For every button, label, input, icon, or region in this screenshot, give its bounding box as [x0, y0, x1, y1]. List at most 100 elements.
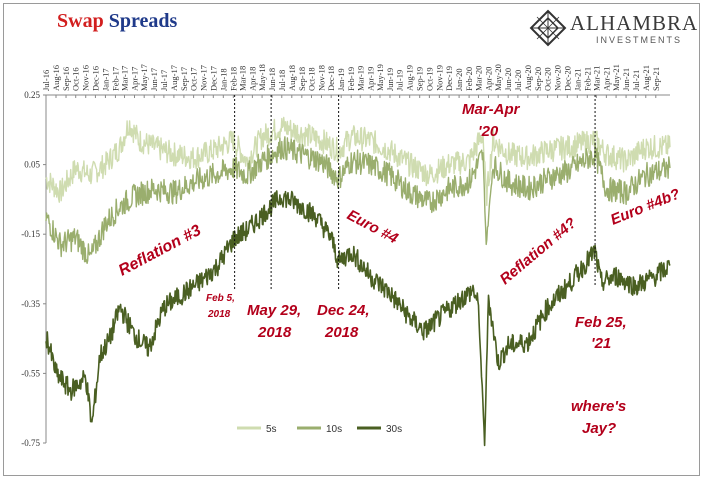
x-tick-label: Jul-20 — [513, 70, 523, 91]
annotation-label: Feb 5, — [206, 293, 235, 304]
x-tick-label: Jan-17 — [100, 68, 110, 91]
x-tick-label: Oct-20 — [543, 67, 553, 91]
x-tick-label: Apr-21 — [601, 67, 611, 91]
chart-frame — [3, 3, 700, 476]
annotation-label: Euro #4 — [344, 207, 401, 248]
annotation-label: where's — [571, 398, 626, 415]
y-tick-label: -0.35 — [21, 299, 40, 309]
y-tick-label: -0.55 — [21, 368, 40, 378]
x-tick-label: Nov-20 — [553, 65, 563, 91]
annotation-label: Reflation #4? — [497, 214, 580, 288]
x-tick-label: Sep-19 — [415, 67, 425, 91]
x-tick-label: May-17 — [139, 64, 149, 91]
title-spreads: Spreads — [108, 10, 178, 32]
x-tick-label: Dec-20 — [562, 66, 572, 91]
x-tick-label: Nov-18 — [317, 65, 327, 91]
x-tick-label: Nov-16 — [81, 65, 91, 91]
x-tick-label: Jun-17 — [149, 68, 159, 91]
x-tick-label: Jul-17 — [159, 70, 169, 91]
annotation-label: Feb 25, — [575, 314, 627, 331]
legend-label-30s: 30s — [386, 424, 402, 435]
annotation-label: Reflation #3 — [116, 222, 204, 280]
x-tick-label: Aug-21 — [641, 65, 651, 91]
alhambra-logo-icon — [529, 9, 567, 47]
x-tick-label: Mar-20 — [473, 66, 483, 91]
x-tick-label: Nov-17 — [199, 65, 209, 91]
x-tick-label: Feb-17 — [110, 67, 120, 91]
x-tick-label: Feb-19 — [346, 67, 356, 91]
x-tick-label: Sep-21 — [651, 67, 661, 91]
x-tick-label: Aug-16 — [51, 65, 61, 91]
x-tick-label: Nov-19 — [434, 65, 444, 91]
x-tick-label: Aug-18 — [287, 65, 297, 91]
x-tick-label: Jan-19 — [336, 68, 346, 91]
x-tick-label: Jan-20 — [454, 68, 464, 91]
x-tick-label: Jan-18 — [218, 68, 228, 91]
y-tick-label: 0.25 — [24, 90, 40, 100]
title-swap: Swap — [57, 10, 104, 32]
x-tick-label: Jul-16 — [41, 70, 51, 91]
x-axis-ticks: Jul-16 Aug-16 Sep-16 Oct-16 Nov-16 Dec-16 Jan-… — [41, 64, 661, 98]
x-tick-label: Jul-21 — [631, 70, 641, 91]
annotation-label: 2018 — [257, 324, 292, 341]
annotation-label: 2018 — [207, 309, 231, 320]
x-tick-label: Apr-18 — [247, 67, 257, 91]
event-markers — [234, 95, 596, 290]
x-tick-label: Sep-18 — [297, 67, 307, 91]
x-tick-label: Dec-18 — [326, 66, 336, 91]
x-tick-label: Jun-21 — [621, 68, 631, 91]
x-tick-label: Sep-17 — [179, 67, 189, 91]
x-tick-label: Mar-19 — [355, 66, 365, 91]
x-tick-label: Aug-19 — [405, 65, 415, 91]
x-tick-label: Jul-18 — [277, 70, 287, 91]
x-tick-label: Aug-20 — [523, 65, 533, 91]
x-tick-label: Feb-21 — [582, 67, 592, 91]
y-axis-ticks: 0.25 0.05 -0.15 -0.35 -0.55 -0.75 — [21, 90, 46, 448]
annotation-label: Dec 24, — [317, 302, 370, 319]
chart-title: Swap Spreads — [57, 10, 177, 33]
legend: 5s 10s 30s — [237, 424, 402, 435]
x-tick-label: Dec-17 — [208, 66, 218, 91]
x-tick-label: Mar-21 — [591, 66, 601, 91]
x-tick-label: May-18 — [257, 64, 267, 91]
series-line-5s — [45, 116, 671, 207]
annotation-label: 2018 — [324, 324, 359, 341]
series-lines — [45, 116, 671, 447]
y-tick-label: 0.05 — [24, 160, 40, 170]
x-tick-label: Apr-20 — [483, 67, 493, 91]
annotation-label: Jay? — [582, 420, 616, 437]
x-tick-label: Sep-16 — [61, 67, 71, 91]
x-tick-label: Jun-19 — [385, 68, 395, 91]
x-tick-label: Oct-18 — [306, 67, 316, 91]
y-tick-label: -0.15 — [21, 229, 40, 239]
x-tick-label: Oct-16 — [71, 67, 81, 91]
x-tick-label: Dec-16 — [90, 66, 100, 91]
y-tick-label: -0.75 — [21, 438, 40, 448]
brand-subtitle: INVESTMENTS — [596, 35, 683, 45]
x-tick-label: Jul-19 — [395, 70, 405, 91]
x-tick-label: Sep-20 — [533, 67, 543, 91]
series-line-30s — [45, 190, 671, 447]
x-tick-label: May-19 — [375, 64, 385, 91]
annotation-label: May 29, — [247, 302, 301, 319]
x-tick-label: Aug-17 — [169, 65, 179, 91]
x-tick-label: Jun-20 — [503, 68, 513, 91]
x-tick-label: Jun-18 — [267, 68, 277, 91]
x-tick-label: Oct-17 — [189, 67, 199, 91]
legend-label-5s: 5s — [266, 424, 277, 435]
series-line-10s — [45, 136, 671, 264]
x-tick-label: Mar-18 — [237, 66, 247, 91]
brand-name: ALHAMBRA — [570, 11, 699, 35]
x-tick-label: Apr-17 — [129, 67, 139, 91]
x-tick-label: Mar-17 — [119, 66, 129, 91]
x-tick-label: May-21 — [611, 64, 621, 91]
annotation-label: '21 — [591, 335, 611, 352]
x-tick-label: Apr-19 — [365, 67, 375, 91]
x-tick-label: May-20 — [493, 64, 503, 91]
x-tick-label: Feb-20 — [464, 67, 474, 91]
x-tick-label: Oct-19 — [424, 67, 434, 91]
annotation-label: '20 — [478, 123, 499, 140]
legend-label-10s: 10s — [326, 424, 342, 435]
axes — [45, 94, 670, 443]
